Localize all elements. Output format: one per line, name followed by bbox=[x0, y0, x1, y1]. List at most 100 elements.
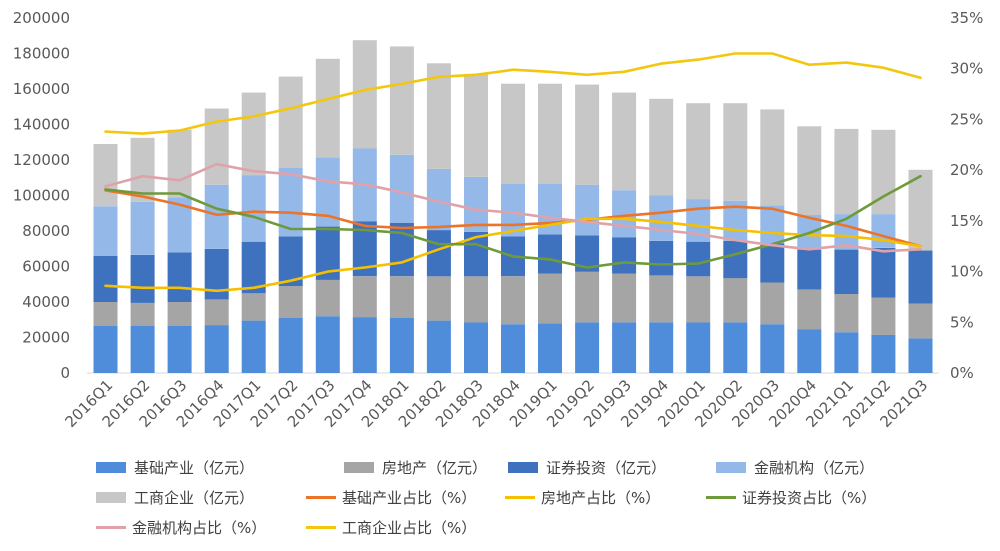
y-tick-label: 200000 bbox=[13, 9, 70, 27]
legend-label: 基础产业占比（%） bbox=[342, 488, 477, 507]
bar-industrial-commercial bbox=[241, 92, 266, 176]
bar-securities bbox=[130, 255, 155, 303]
legend-label: 证券投资占比（%） bbox=[742, 488, 877, 507]
y-tick-label: 0 bbox=[60, 364, 70, 382]
bar-real-estate bbox=[426, 276, 451, 321]
legend-item-securities-share: 证券投资占比（%） bbox=[706, 487, 876, 507]
share-lines bbox=[104, 52, 922, 293]
bar-real-estate bbox=[278, 286, 303, 318]
y2-tick-label: 25% bbox=[950, 110, 983, 128]
legend-label: 房地产占比（%） bbox=[541, 488, 661, 507]
legend-swatch-line bbox=[306, 525, 336, 529]
bar-financial-institutions bbox=[612, 190, 637, 238]
stacked-bars bbox=[93, 40, 933, 373]
bar-infrastructure bbox=[167, 326, 192, 373]
bar-infrastructure bbox=[760, 324, 785, 373]
bar-infrastructure bbox=[797, 329, 822, 373]
legend-swatch bbox=[716, 461, 746, 473]
legend-swatch-line bbox=[505, 495, 535, 499]
bar-infrastructure bbox=[352, 317, 377, 373]
bar-real-estate bbox=[760, 282, 785, 325]
bar-financial-institutions bbox=[130, 201, 155, 255]
bar-infrastructure bbox=[649, 322, 674, 373]
bar-industrial-commercial bbox=[538, 83, 562, 184]
bar-financial-institutions bbox=[389, 154, 414, 223]
bar-securities bbox=[538, 234, 562, 274]
line-real-estate-share bbox=[104, 217, 922, 293]
y2-tick-label: 5% bbox=[950, 313, 974, 331]
bar-industrial-commercial bbox=[167, 129, 192, 198]
legend-swatch-line bbox=[706, 495, 736, 499]
bar-industrial-commercial bbox=[278, 76, 303, 168]
legend-label: 工商企业（亿元） bbox=[134, 488, 255, 507]
bar-infrastructure bbox=[834, 332, 859, 373]
legend-label: 金融机构占比（%） bbox=[132, 518, 267, 537]
bar-real-estate bbox=[908, 303, 933, 339]
bar-financial-institutions bbox=[93, 206, 118, 256]
y2-tick-label: 35% bbox=[950, 9, 983, 27]
legend-label: 金融机构（亿元） bbox=[754, 458, 875, 477]
bar-real-estate bbox=[389, 276, 414, 318]
legend-label: 证券投资（亿元） bbox=[546, 458, 667, 477]
line-infrastructure-share bbox=[104, 189, 922, 248]
bar-real-estate bbox=[834, 294, 859, 333]
bar-infrastructure bbox=[204, 325, 229, 373]
bar-real-estate bbox=[871, 297, 896, 335]
bar-infrastructure bbox=[315, 316, 340, 373]
legend-label: 房地产（亿元） bbox=[382, 458, 488, 477]
bar-industrial-commercial bbox=[130, 137, 155, 202]
bar-infrastructure bbox=[908, 338, 933, 373]
y2-tick-label: 0% bbox=[950, 364, 974, 382]
y-tick-label: 40000 bbox=[22, 293, 70, 311]
bar-securities bbox=[871, 247, 896, 298]
bar-industrial-commercial bbox=[464, 73, 488, 177]
bar-infrastructure bbox=[464, 322, 488, 373]
bar-financial-institutions bbox=[241, 175, 266, 242]
bar-securities bbox=[612, 237, 637, 274]
bar-securities bbox=[908, 250, 933, 304]
line-industrial-commercial-share bbox=[104, 52, 922, 135]
bar-industrial-commercial bbox=[426, 63, 451, 169]
legend-item-real-estate-share: 房地产占比（%） bbox=[505, 487, 660, 507]
y-tick-label: 160000 bbox=[13, 80, 70, 98]
bar-industrial-commercial bbox=[612, 92, 637, 191]
legend-item-financial-institutions: 金融机构（亿元） bbox=[716, 457, 874, 477]
bar-infrastructure bbox=[723, 322, 748, 373]
legend-item-securities: 证券投资（亿元） bbox=[508, 457, 666, 477]
bar-industrial-commercial bbox=[834, 128, 859, 215]
bar-real-estate bbox=[167, 302, 192, 326]
bar-real-estate bbox=[686, 276, 711, 323]
bar-infrastructure bbox=[538, 323, 562, 373]
bar-securities bbox=[167, 252, 192, 302]
legend-item-financial-institutions-share: 金融机构占比（%） bbox=[96, 517, 266, 537]
bar-real-estate bbox=[130, 302, 155, 326]
bar-real-estate bbox=[352, 276, 377, 318]
bar-infrastructure bbox=[612, 322, 637, 373]
bar-industrial-commercial bbox=[315, 58, 340, 158]
y-tick-label: 140000 bbox=[13, 116, 70, 134]
bar-infrastructure bbox=[871, 334, 896, 373]
bar-real-estate bbox=[538, 273, 562, 324]
legend-item-industrial-commercial-share: 工商企业占比（%） bbox=[306, 517, 476, 537]
legend-swatch-line bbox=[96, 525, 126, 529]
bar-securities bbox=[686, 241, 711, 277]
y-tick-label: 60000 bbox=[22, 258, 70, 276]
bar-infrastructure bbox=[501, 324, 525, 373]
bar-financial-institutions bbox=[575, 184, 600, 236]
bar-securities bbox=[760, 243, 785, 283]
bar-industrial-commercial bbox=[797, 126, 822, 216]
legend-label: 基础产业（亿元） bbox=[134, 458, 255, 477]
combo-chart: 0 20000 40000 60000 80000 100000 120000 140000 1… bbox=[13, 9, 984, 431]
bar-real-estate bbox=[204, 299, 229, 325]
bar-securities bbox=[834, 249, 859, 294]
legend-item-infrastructure: 基础产业（亿元） bbox=[96, 457, 254, 477]
bar-financial-institutions bbox=[464, 176, 488, 232]
line-financial-institutions-share bbox=[104, 162, 922, 253]
bar-infrastructure bbox=[686, 322, 711, 373]
bar-infrastructure bbox=[93, 326, 118, 373]
bar-real-estate bbox=[315, 279, 340, 317]
bar-infrastructure bbox=[426, 320, 451, 373]
bar-real-estate bbox=[649, 275, 674, 323]
bar-real-estate bbox=[723, 278, 748, 323]
bar-industrial-commercial bbox=[389, 46, 414, 155]
